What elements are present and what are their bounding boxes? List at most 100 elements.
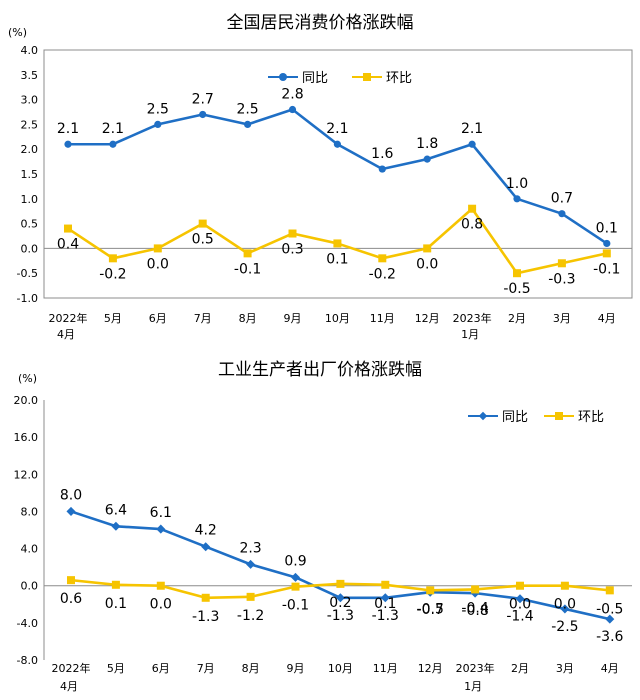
x-tick-label: 3月: [553, 312, 571, 325]
x-tick-label: 2022年: [52, 661, 91, 675]
data-point: [605, 614, 615, 624]
data-point: [423, 244, 432, 253]
x-tick-label: 2022年: [49, 311, 88, 325]
data-point: [513, 269, 521, 278]
data-label: 0.0: [509, 597, 531, 613]
data-point: [64, 140, 72, 148]
data-point: [243, 249, 252, 258]
data-point: [156, 524, 166, 534]
y-tick-label: 1.5: [21, 168, 39, 181]
chart-title: 工业生产者出厂价格涨跌幅: [218, 360, 422, 380]
data-label: -0.1: [593, 261, 620, 277]
legend-item-mom: 环比: [352, 67, 412, 86]
data-point: [471, 585, 480, 594]
data-point: [154, 120, 162, 128]
y-tick-label: 8.0: [21, 505, 39, 518]
legend-label-mom: 环比: [386, 71, 413, 86]
data-point: [335, 593, 345, 603]
legend-label-yoy: 同比: [302, 71, 329, 86]
data-point: [423, 155, 431, 163]
data-label: -0.5: [417, 601, 444, 617]
data-point: [288, 105, 297, 114]
data-label: -0.3: [548, 271, 575, 287]
data-point: [291, 582, 300, 591]
y-tick-label: 4.0: [21, 543, 39, 556]
data-point: [333, 239, 342, 248]
data-label: 0.2: [329, 595, 351, 611]
x-tick-label: 12月: [415, 312, 440, 325]
y-tick-label: 4.0: [21, 44, 39, 57]
y-tick-label: 2.5: [21, 118, 39, 131]
legend-swatch-mom: [544, 411, 575, 421]
data-point: [603, 239, 611, 248]
data-label: 0.0: [554, 597, 576, 613]
data-label: 0.9: [284, 553, 306, 569]
x-tick-label: 5月: [107, 662, 125, 675]
data-point: [558, 210, 566, 218]
ppi-line-chart: 20.0 16.0 12.0 8.0 4.0 0.0 -4.0 -8.0 2022年 4月 5月 6月…: [14, 394, 632, 693]
data-point: [333, 140, 341, 148]
y-tick-label: -4.0: [17, 617, 38, 630]
data-label: 0.0: [147, 256, 169, 272]
y-tick-label: -1.0: [17, 292, 38, 305]
data-label: -1.3: [327, 608, 354, 624]
y-tick-label: -0.5: [17, 267, 38, 280]
data-label: 2.7: [192, 91, 214, 107]
y-unit-label: (%): [8, 26, 28, 39]
x-tick-label: 6月: [149, 312, 167, 325]
x-tick-label-line2: 1月: [464, 680, 482, 693]
data-point: [468, 204, 477, 213]
legend-label-mom: 环比: [578, 410, 605, 425]
x-tick-label: 5月: [104, 312, 122, 325]
data-label: 2.3: [239, 540, 261, 556]
y-tick-label: -8.0: [17, 654, 38, 667]
x-tick-label: 11月: [373, 662, 398, 675]
data-label: 0.0: [150, 597, 172, 613]
data-label: 0.3: [281, 242, 303, 258]
y-tick-label: 1.0: [21, 193, 39, 206]
chart-title: 全国居民消费价格涨跌幅: [226, 13, 414, 33]
data-point: [381, 580, 390, 589]
data-point: [336, 579, 345, 588]
data-label: -1.4: [506, 609, 533, 625]
x-tick-label: 9月: [284, 312, 302, 325]
data-label: -0.5: [596, 601, 623, 617]
legend-label-yoy: 同比: [502, 410, 529, 425]
data-point: [153, 244, 162, 253]
chart-legend: 同比 环比: [268, 67, 412, 86]
x-tick-label: 10月: [328, 662, 353, 675]
legend-item-yoy: 同比: [268, 67, 328, 86]
chart-legend: 同比 环比: [468, 406, 604, 425]
legend-item-yoy: 同比: [468, 406, 528, 425]
data-point: [64, 224, 72, 233]
data-label: 1.0: [506, 176, 528, 192]
data-label: 0.1: [326, 251, 348, 267]
legend-swatch-yoy: [268, 72, 298, 82]
y-unit-label: (%): [18, 372, 38, 385]
data-label: -0.8: [461, 603, 488, 619]
data-point: [378, 254, 387, 263]
data-point: [111, 580, 120, 589]
y-tick-label: 0.0: [21, 242, 39, 255]
data-label: 2.5: [236, 101, 258, 117]
data-label: 6.4: [105, 502, 127, 518]
data-label: -0.2: [99, 266, 126, 282]
x-tick-label: 4月: [598, 312, 616, 325]
data-point: [605, 586, 614, 595]
x-tick-label: 7月: [194, 312, 212, 325]
data-point: [426, 586, 435, 595]
data-label: -2.5: [551, 619, 578, 635]
data-label: -0.2: [369, 266, 396, 282]
legend-swatch-yoy: [468, 411, 498, 421]
data-point: [156, 581, 165, 590]
x-tick-label-line2: 1月: [461, 328, 479, 341]
cpi-chart-panel: 全国居民消费价格涨跌幅 (%) 4.0 3.5 3.0 2.5 2.0 1.5 1.0 0.5…: [8, 13, 633, 341]
data-label: 0.1: [374, 596, 396, 612]
data-label: -0.1: [282, 598, 309, 614]
x-tick-label: 2月: [511, 662, 529, 675]
data-label: 1.6: [371, 146, 393, 162]
y-tick-label: 16.0: [14, 431, 39, 444]
data-label: 0.1: [105, 596, 127, 612]
x-tick-label: 8月: [242, 662, 260, 675]
x-tick-label: 9月: [287, 662, 305, 675]
